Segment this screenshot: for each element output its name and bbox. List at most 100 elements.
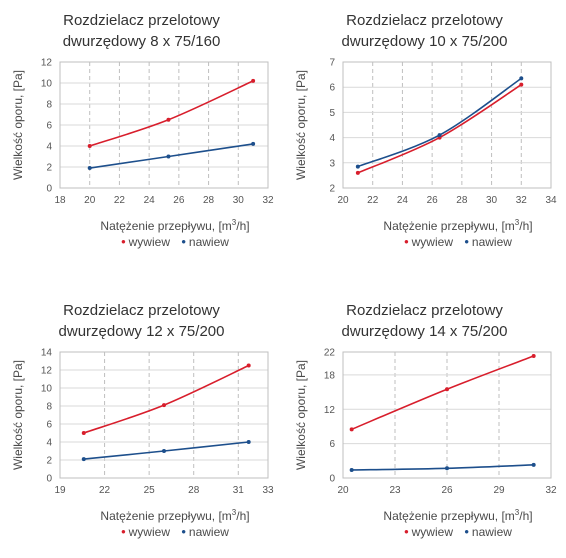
legend-dot-wywiew: • <box>404 234 409 249</box>
chart-panel-4: Rozdzielacz przelotowy dwurzędowy 14 x 7… <box>283 290 566 558</box>
data-point-wywiew <box>87 144 92 148</box>
data-point-wywiew <box>81 431 86 435</box>
series-line-wywiew <box>89 80 254 147</box>
y-tick-label: 5 <box>329 108 335 119</box>
plot-frame <box>342 351 552 479</box>
legend-label: nawiew <box>188 525 229 539</box>
y-tick-label: 8 <box>46 402 52 413</box>
y-tick-label: 18 <box>324 370 336 381</box>
x-axis-label: Natężenie przepływu, [m3/h] <box>338 508 566 523</box>
x-tick-label: 24 <box>144 195 156 206</box>
data-point-nawiew <box>162 449 166 453</box>
x-tick-label: 22 <box>114 195 126 206</box>
plot-frame <box>59 351 269 479</box>
data-point-nawiew <box>349 467 354 472</box>
legend-item-wywiew: • wywiew <box>121 524 170 539</box>
chart-title-line1: Rozdzielacz przelotowy <box>63 12 220 29</box>
y-tick-label: 14 <box>41 348 53 359</box>
chart-panel-1: Rozdzielacz przelotowy dwurzędowy 8 x 75… <box>0 0 283 268</box>
x-axis-label-text: Natężenie przepływu, [m <box>383 219 515 233</box>
y-tick-label: 2 <box>329 184 335 195</box>
x-axis-label: Natężenie przepływu, [m3/h] <box>55 508 295 523</box>
legend: • wywiew • nawiew <box>338 524 566 539</box>
series-line-nawiew <box>89 143 254 169</box>
data-point-nawiew <box>81 457 86 462</box>
y-tick-label: 10 <box>41 384 53 395</box>
x-tick-label: 20 <box>337 195 349 206</box>
series-line-nawiew <box>83 441 249 460</box>
chart-svg: 20 23 26 29 32 0 6 12 18 22 <box>324 348 557 497</box>
y-tick-label: 12 <box>324 405 336 416</box>
y-tick-label: 12 <box>41 58 53 69</box>
y-axis-label: Wielkość oporu, [Pa] <box>11 359 26 471</box>
data-point-nawiew <box>355 164 360 169</box>
x-axis-label-unit: /h] <box>236 219 250 233</box>
legend-dot-wywiew: • <box>404 524 409 539</box>
legend-dot-nawiew: • <box>464 234 469 249</box>
data-point-wywiew <box>162 403 166 408</box>
x-tick-label: 30 <box>486 195 498 206</box>
data-point-wywiew <box>445 387 449 392</box>
legend: • wywiew • nawiew <box>338 234 566 249</box>
x-axis-label-sup: 3 <box>231 508 237 517</box>
chart-title-line2: dwurzędowy 10 x 75/200 <box>341 33 508 50</box>
plot-frame <box>342 61 552 189</box>
legend-item-nawiew: • nawiew <box>464 524 512 539</box>
x-tick-label: 30 <box>233 195 245 206</box>
legend-label: wywiew <box>128 525 170 539</box>
y-tick-label: 22 <box>324 348 336 359</box>
legend-label: nawiew <box>471 525 512 539</box>
x-tick-label: 18 <box>54 195 66 206</box>
series-line-wywiew <box>83 364 250 434</box>
legend-dot-nawiew: • <box>181 234 186 249</box>
x-tick-label: 28 <box>188 485 200 496</box>
x-tick-label: 32 <box>516 195 528 206</box>
x-tick-label: 26 <box>441 485 453 496</box>
x-tick-label: 19 <box>54 485 66 496</box>
legend-item-nawiew: • nawiew <box>181 234 229 249</box>
x-axis-label-unit: /h] <box>519 219 533 233</box>
legend-dot-wywiew: • <box>121 234 126 249</box>
x-axis-label-text: Natężenie przepływu, [m <box>383 509 515 523</box>
x-tick-label: 22 <box>367 195 379 206</box>
y-tick-label: 6 <box>46 420 52 431</box>
data-point-nawiew <box>246 440 251 444</box>
x-tick-label: 22 <box>99 485 111 496</box>
legend-dot-nawiew: • <box>181 524 186 539</box>
data-point-wywiew <box>166 117 171 122</box>
legend-item-wywiew: • wywiew <box>404 234 453 249</box>
y-axis-label: Wielkość oporu, [Pa] <box>294 359 309 471</box>
chart-title-line2: dwurzędowy 8 x 75/160 <box>62 33 221 50</box>
x-tick-label: 20 <box>337 485 349 496</box>
legend-label: nawiew <box>471 235 512 249</box>
data-point-wywiew <box>531 354 536 359</box>
series-line-wywiew <box>357 84 522 174</box>
y-tick-label: 2 <box>46 163 52 174</box>
y-tick-label: 4 <box>329 133 335 144</box>
legend: • wywiew • nawiew <box>55 524 295 539</box>
y-tick-label: 8 <box>46 100 52 111</box>
data-point-nawiew <box>437 133 442 138</box>
data-point-nawiew <box>251 141 256 146</box>
x-tick-label: 26 <box>427 195 439 206</box>
data-point-wywiew <box>349 427 354 432</box>
x-axis-label-sup: 3 <box>514 508 520 517</box>
legend-dot-nawiew: • <box>464 524 469 539</box>
y-tick-label: 3 <box>329 158 335 169</box>
legend: • wywiew • nawiew <box>55 234 295 249</box>
data-point-nawiew <box>445 466 449 471</box>
x-axis-label-text: Natężenie przepływu, [m <box>100 509 232 523</box>
data-point-wywiew <box>251 78 256 83</box>
legend-label: nawiew <box>188 235 229 249</box>
legend-label: wywiew <box>411 235 453 249</box>
y-tick-label: 10 <box>41 79 53 90</box>
legend-label: wywiew <box>128 235 170 249</box>
data-point-wywiew <box>246 363 251 368</box>
x-axis-label-unit: /h] <box>519 509 533 523</box>
chart-title-line2: dwurzędowy 12 x 75/200 <box>58 323 225 340</box>
x-axis-label-sup: 3 <box>514 218 520 227</box>
y-tick-label: 7 <box>329 58 335 69</box>
y-tick-label: 4 <box>46 142 52 153</box>
legend-item-nawiew: • nawiew <box>464 234 512 249</box>
